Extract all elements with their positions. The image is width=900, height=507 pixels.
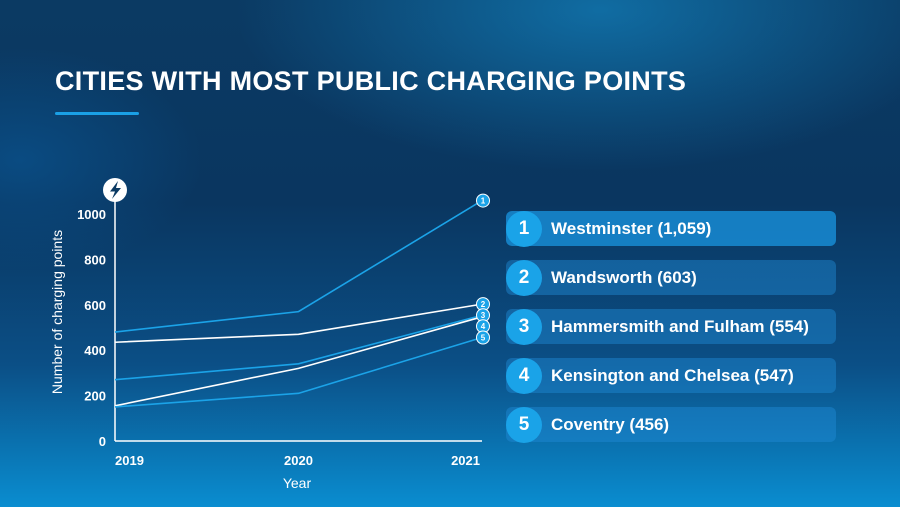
legend-label: Coventry (456)	[551, 415, 670, 434]
svg-text:1: 1	[481, 197, 486, 206]
chart-end-markers: 1 2 3 4 5	[476, 193, 490, 345]
end-marker-1: 1	[476, 193, 490, 208]
series-line-4	[114, 316, 483, 407]
x-tick-label: 2020	[284, 453, 313, 468]
series-line-2	[114, 303, 483, 344]
legend-label: Hammersmith and Fulham (554)	[551, 317, 809, 336]
legend-item: 2 Wandsworth (603)	[506, 260, 836, 296]
y-tick-label: 600	[84, 298, 106, 313]
legend-label: Westminster (1,059)	[551, 219, 712, 238]
svg-text:4: 4	[481, 322, 486, 331]
y-axis-title: Number of charging points	[49, 230, 65, 394]
legend-rank-badge: 3	[506, 309, 542, 345]
svg-text:5: 5	[481, 333, 486, 342]
svg-text:2: 2	[481, 300, 486, 309]
legend-rank-badge: 5	[506, 407, 542, 443]
y-tick-label: 0	[99, 434, 106, 449]
series-line-1	[114, 199, 483, 333]
end-marker-5: 5	[476, 330, 490, 345]
chart-tick-labels: 0 200 400 600 800 1000 2019 2020 2021 Year Number …	[49, 207, 480, 491]
x-tick-label: 2019	[115, 453, 144, 468]
page-title: CITIES WITH MOST PUBLIC CHARGING POINTS	[55, 66, 687, 96]
legend-item: 5 Coventry (456)	[506, 407, 836, 443]
y-tick-label: 800	[84, 252, 106, 267]
svg-text:3: 3	[481, 311, 486, 320]
y-tick-label: 200	[84, 389, 106, 404]
end-marker-2: 2	[476, 297, 490, 312]
legend-rank-badge: 4	[506, 358, 542, 394]
ranking-legend: 1 Westminster (1,059) 2 Wandsworth (603)…	[506, 211, 836, 456]
chart-axes	[103, 178, 482, 442]
y-tick-label: 400	[84, 343, 106, 358]
x-tick-label: 2021	[451, 453, 480, 468]
lightning-bolt-icon	[103, 178, 127, 202]
x-axis-title: Year	[283, 475, 312, 491]
legend-item: 4 Kensington and Chelsea (547)	[506, 358, 836, 394]
legend-rank-badge: 1	[506, 211, 542, 247]
series-line-3	[114, 314, 483, 381]
legend-item: 3 Hammersmith and Fulham (554)	[506, 309, 836, 345]
chart-series-lines	[114, 199, 483, 408]
y-tick-label: 1000	[77, 207, 106, 222]
title-underline	[55, 112, 139, 115]
legend-item: 1 Westminster (1,059)	[506, 211, 836, 247]
legend-rank-badge: 2	[506, 260, 542, 296]
legend-label: Wandsworth (603)	[551, 268, 697, 287]
series-line-5	[114, 336, 483, 408]
legend-label: Kensington and Chelsea (547)	[551, 366, 794, 385]
